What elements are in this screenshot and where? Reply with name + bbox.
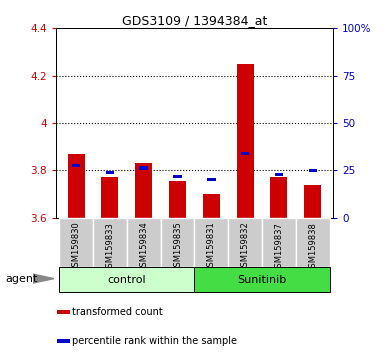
Bar (68, 154, 85, 218)
Bar (72, 164, 80, 167)
Bar (304, 184, 321, 218)
Text: control: control (107, 275, 146, 285)
Text: GSM159838: GSM159838 (308, 222, 317, 273)
Bar (271, 177, 287, 218)
Bar (135, 163, 152, 218)
Text: GSM159830: GSM159830 (72, 222, 80, 273)
Polygon shape (33, 274, 54, 283)
Bar (207, 178, 216, 181)
Text: GSM159835: GSM159835 (173, 222, 182, 273)
Bar (262, 218, 296, 267)
Text: GSM159837: GSM159837 (275, 222, 283, 273)
Bar (59, 218, 93, 267)
Bar (59, 267, 194, 292)
Text: GSM159834: GSM159834 (139, 222, 148, 273)
Title: GDS3109 / 1394384_at: GDS3109 / 1394384_at (122, 14, 267, 27)
Bar (57, 310, 70, 314)
Text: GSM159831: GSM159831 (207, 222, 216, 273)
Bar (127, 218, 161, 267)
Text: GSM159832: GSM159832 (241, 222, 249, 273)
Bar (173, 175, 182, 178)
Text: Sunitinib: Sunitinib (238, 275, 287, 285)
Text: percentile rank within the sample: percentile rank within the sample (72, 336, 237, 346)
Bar (106, 171, 114, 174)
Bar (139, 166, 148, 170)
Bar (275, 173, 283, 176)
Bar (102, 177, 118, 218)
Text: GSM159833: GSM159833 (105, 222, 114, 273)
Bar (161, 218, 194, 267)
Bar (237, 64, 254, 218)
Bar (93, 218, 127, 267)
Bar (241, 152, 249, 155)
Bar (296, 218, 330, 267)
Text: agent: agent (6, 274, 38, 284)
Bar (57, 339, 70, 343)
Bar (203, 194, 220, 218)
Bar (308, 169, 317, 172)
Bar (228, 218, 262, 267)
Text: transformed count: transformed count (72, 307, 163, 317)
Bar (169, 181, 186, 218)
Bar (194, 218, 228, 267)
Bar (194, 267, 330, 292)
